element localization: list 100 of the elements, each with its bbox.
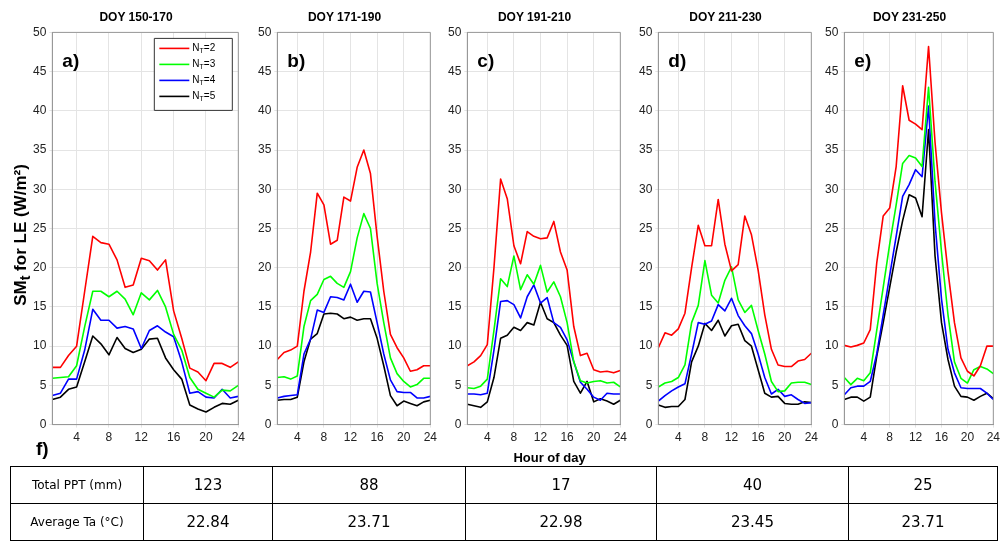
x-tick-label: 8 xyxy=(320,430,328,445)
y-tick-label: 50 xyxy=(257,24,272,39)
text: 23.45 xyxy=(731,513,774,531)
y-tick-label: 15 xyxy=(32,299,47,314)
y-tick-label: 20 xyxy=(32,260,47,275)
x-tick-label: 12 xyxy=(533,430,548,445)
y-tick-label: 45 xyxy=(447,63,462,78)
x-tick-label: 16 xyxy=(934,430,949,445)
x-tick-label: 24 xyxy=(423,430,438,445)
x-tick-label: 20 xyxy=(778,430,792,445)
y-tick-label: 0 xyxy=(645,416,653,431)
y-tick-label: 25 xyxy=(824,220,839,235)
chart-title: DOY 150-170 xyxy=(99,9,173,24)
text: Average Ta (°C) xyxy=(30,515,124,529)
text: 17 xyxy=(551,476,571,494)
y-tick-label: 20 xyxy=(638,260,653,275)
chart-title: DOY 211-230 xyxy=(689,9,763,24)
y-tick-label: 0 xyxy=(454,416,462,431)
y-tick-label: 0 xyxy=(39,416,47,431)
annotation: c) xyxy=(477,50,495,72)
x-tick-label: 12 xyxy=(724,430,739,445)
y-tick-label: 30 xyxy=(32,181,47,196)
x-tick-label: 20 xyxy=(397,430,411,445)
y-tick-label: 45 xyxy=(257,63,272,78)
text: 123 xyxy=(193,476,223,494)
y-tick-label: 25 xyxy=(447,220,462,235)
y-tick-label: 50 xyxy=(447,24,462,39)
y-tick-label: 40 xyxy=(257,103,272,118)
y-tick-label: 35 xyxy=(638,142,653,157)
y-tick-label: 25 xyxy=(638,220,653,235)
y-tick-label: 0 xyxy=(831,416,839,431)
y-tick-label: 0 xyxy=(264,416,272,431)
x-tick-label: 4 xyxy=(483,430,491,445)
y-tick-label: 35 xyxy=(32,142,47,157)
y-tick-label: 35 xyxy=(824,142,839,157)
x-tick-label: 24 xyxy=(613,430,628,445)
x-tick-label: 16 xyxy=(560,430,575,445)
y-tick-label: 40 xyxy=(824,103,839,118)
x-tick-label: 16 xyxy=(166,430,181,445)
x-tick-label: 8 xyxy=(886,430,894,445)
annotation: b) xyxy=(287,50,306,72)
x-tick-label: 8 xyxy=(701,430,709,445)
y-tick-label: 20 xyxy=(447,260,462,275)
x-tick-label: 20 xyxy=(199,430,213,445)
y-tick-label: 20 xyxy=(824,260,839,275)
y-tick-label: 50 xyxy=(824,24,839,39)
chart-title: DOY 191-210 xyxy=(497,9,572,24)
annotation: d) xyxy=(668,50,687,72)
x-tick-label: 4 xyxy=(860,430,868,445)
y-tick-label: 40 xyxy=(447,103,462,118)
y-tick-label: 40 xyxy=(32,103,47,118)
y-tick-label: 15 xyxy=(824,299,839,314)
y-tick-label: 15 xyxy=(638,299,653,314)
x-tick-label: 24 xyxy=(986,430,1001,445)
text: 23.71 xyxy=(347,513,391,531)
y-tick-label: 10 xyxy=(638,338,653,353)
y-tick-label: 10 xyxy=(447,338,462,353)
y-tick-label: 35 xyxy=(447,142,462,157)
y-tick-label: 30 xyxy=(824,181,839,196)
x-tick-label: 24 xyxy=(804,430,819,445)
y-tick-label: 35 xyxy=(257,142,272,157)
y-tick-label: 5 xyxy=(264,377,272,392)
y-tick-label: 10 xyxy=(257,338,272,353)
annotation: a) xyxy=(62,50,80,72)
chart-title: DOY 171-190 xyxy=(307,9,382,24)
y-tick-label: 5 xyxy=(454,377,462,392)
x-tick-label: 4 xyxy=(293,430,301,445)
text: Total PPT (mm) xyxy=(31,478,123,492)
x-tick-label: 12 xyxy=(343,430,358,445)
x-tick-label: 16 xyxy=(751,430,766,445)
y-tick-label: 10 xyxy=(824,338,839,353)
text: 40 xyxy=(742,476,763,494)
text: 22.84 xyxy=(186,513,230,531)
annotation: e) xyxy=(854,50,872,72)
x-tick-label: 12 xyxy=(908,430,923,445)
text: 23.71 xyxy=(901,513,945,531)
text: f) xyxy=(36,438,49,459)
x-tick-label: 20 xyxy=(587,430,601,445)
y-tick-label: 10 xyxy=(32,338,47,353)
y-tick-label: 5 xyxy=(831,377,839,392)
y-tick-label: 5 xyxy=(645,377,653,392)
text: 88 xyxy=(359,476,379,494)
y-tick-label: 5 xyxy=(39,377,47,392)
y-tick-label: 40 xyxy=(638,103,653,118)
x-tick-label: 16 xyxy=(370,430,385,445)
chart-title: DOY 231-250 xyxy=(872,9,947,24)
x-tick-label: 4 xyxy=(73,430,81,445)
x-axis-title: Hour of day xyxy=(513,450,586,465)
y-tick-label: 25 xyxy=(32,220,47,235)
x-tick-label: 8 xyxy=(105,430,113,445)
x-tick-label: 24 xyxy=(231,430,246,445)
y-tick-label: 45 xyxy=(824,63,839,78)
y-tick-label: 30 xyxy=(638,181,653,196)
y-tick-label: 20 xyxy=(257,260,272,275)
y-tick-label: 45 xyxy=(638,63,653,78)
y-tick-label: 50 xyxy=(638,24,653,39)
y-tick-label: 30 xyxy=(447,181,462,196)
text: 22.98 xyxy=(539,513,583,531)
x-tick-label: 20 xyxy=(960,430,975,445)
text: 25 xyxy=(913,476,933,494)
